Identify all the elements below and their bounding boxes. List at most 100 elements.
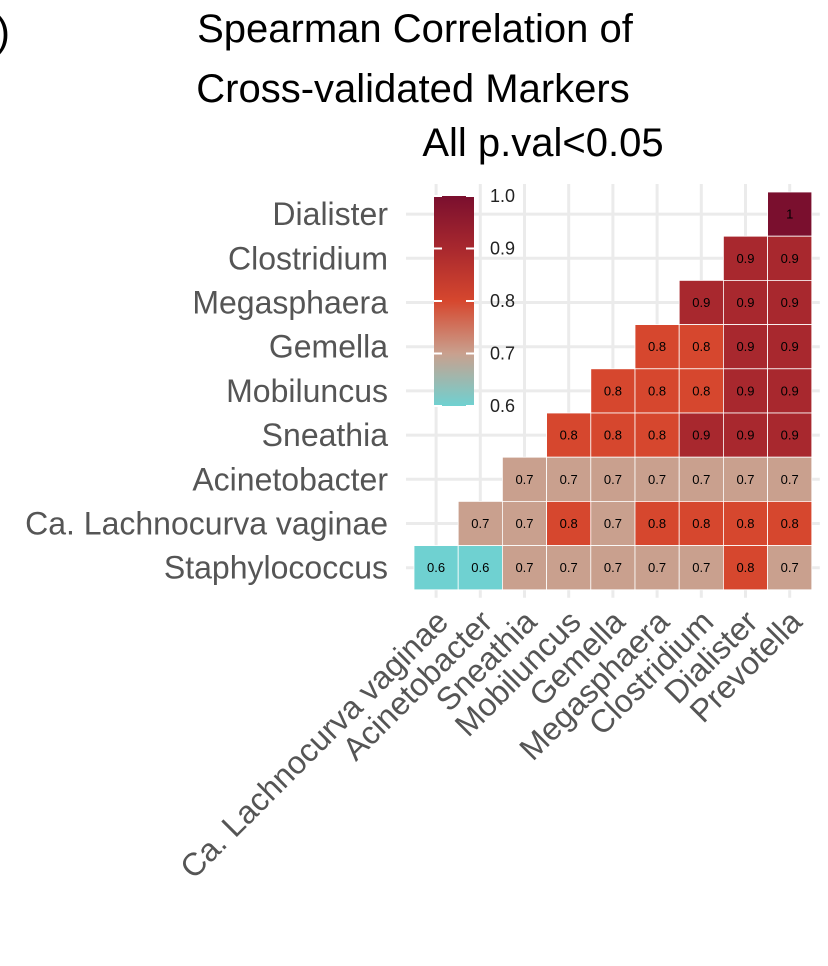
cell-value-label: 0.7 — [515, 516, 533, 531]
y-axis-labels: Dialister Clostridium Megasphaera Gemella Mo… — [25, 196, 388, 586]
heatmap-cell — [723, 412, 769, 458]
cell-value-label: 0.9 — [781, 339, 799, 354]
heatmap-cells: 1 0.9 0.9 0.9 0.9 0.9 0.8 0.8 0.9 0.9 0.8 0.8 0.8 0.9… — [413, 191, 813, 591]
heatmap-cell — [546, 500, 592, 546]
cell-value-label: 0.7 — [781, 472, 799, 487]
cell-value-label: 0.8 — [736, 516, 754, 531]
y-axis-label: Dialister — [272, 196, 388, 232]
heatmap-cell — [678, 412, 724, 458]
y-axis-label: Staphylococcus — [164, 550, 388, 586]
heatmap-cell — [590, 500, 636, 546]
cell-value-label: 0.7 — [471, 516, 489, 531]
legend-tick-label: 0.6 — [490, 396, 515, 416]
cell-value-label: 0.7 — [604, 472, 622, 487]
cell-value-label: 0.9 — [692, 295, 710, 310]
cell-value-label: 1 — [786, 207, 793, 222]
cell-value-label: 0.7 — [604, 516, 622, 531]
chart-title-line-2: Cross-validated Markers — [196, 67, 629, 111]
cell-value-label: 0.8 — [604, 383, 622, 398]
cell-value-label: 0.8 — [604, 428, 622, 443]
heatmap-cell — [634, 456, 680, 502]
chart-title-line-1: Spearman Correlation of — [197, 7, 634, 51]
cell-value-label: 0.9 — [781, 383, 799, 398]
heatmap-cell — [767, 500, 813, 546]
cell-value-label: 0.7 — [648, 472, 666, 487]
legend-tick-label: 1.0 — [490, 186, 515, 206]
cell-value-label: 0.8 — [692, 339, 710, 354]
cell-value-label: 0.8 — [560, 428, 578, 443]
heatmap-cell — [678, 368, 724, 414]
cell-value-label: 0.9 — [736, 428, 754, 443]
heatmap-cell — [501, 545, 547, 591]
heatmap-cell — [413, 545, 459, 591]
cell-value-label: 0.7 — [604, 560, 622, 575]
heatmap-cell — [546, 545, 592, 591]
cell-value-label: 0.8 — [648, 383, 666, 398]
heatmap-cell — [546, 456, 592, 502]
cell-value-label: 0.9 — [781, 251, 799, 266]
heatmap-cell — [767, 368, 813, 414]
cell-value-label: 0.7 — [648, 560, 666, 575]
cell-value-label: 0.7 — [560, 560, 578, 575]
cell-value-label: 0.9 — [736, 383, 754, 398]
cell-value-label: 0.9 — [692, 428, 710, 443]
legend-tick-label: 0.7 — [490, 344, 515, 364]
color-legend: 1.0 0.9 0.8 0.7 0.6 — [434, 186, 515, 416]
chart-subtitle: All p.val<0.05 — [422, 121, 663, 165]
cell-value-label: 0.8 — [648, 516, 666, 531]
cell-value-label: 0.9 — [736, 339, 754, 354]
heatmap-cell — [590, 368, 636, 414]
x-axis-label: Ca. Lachnocurva vaginae — [173, 603, 455, 885]
cell-value-label: 0.7 — [781, 560, 799, 575]
heatmap-cell — [723, 545, 769, 591]
heatmap-cell — [723, 235, 769, 281]
heatmap-cell — [634, 545, 680, 591]
heatmap-cell — [501, 500, 547, 546]
cell-value-label: 0.6 — [471, 560, 489, 575]
heatmap-cell — [767, 191, 813, 237]
cell-value-label: 0.7 — [736, 472, 754, 487]
y-axis-label: Clostridium — [228, 240, 388, 276]
heatmap-cell — [678, 324, 724, 370]
heatmap-cell — [767, 235, 813, 281]
heatmap-cell — [590, 545, 636, 591]
cell-value-label: 0.8 — [692, 383, 710, 398]
heatmap-cell — [767, 324, 813, 370]
heatmap-cell — [634, 368, 680, 414]
heatmap-cell — [767, 456, 813, 502]
cell-value-label: 0.8 — [648, 339, 666, 354]
cell-value-label: 0.8 — [648, 428, 666, 443]
heatmap-cell — [723, 500, 769, 546]
y-axis-label: Acinetobacter — [192, 461, 388, 497]
heatmap-cell — [590, 412, 636, 458]
heatmap-cell — [634, 412, 680, 458]
cell-value-label: 0.7 — [515, 560, 533, 575]
cell-value-label: 0.9 — [736, 251, 754, 266]
legend-tick-label: 0.8 — [490, 291, 515, 311]
cell-value-label: 0.7 — [515, 472, 533, 487]
y-axis-label: Megasphaera — [192, 285, 388, 321]
cell-value-label: 0.7 — [692, 472, 710, 487]
cell-value-label: 0.7 — [560, 472, 578, 487]
y-axis-label: Gemella — [269, 329, 388, 365]
heatmap-cell — [634, 500, 680, 546]
panel-label: ) — [0, 8, 10, 55]
cell-value-label: 0.7 — [692, 560, 710, 575]
heatmap-cell — [767, 545, 813, 591]
heatmap-cell — [457, 500, 503, 546]
cell-value-label: 0.6 — [427, 560, 445, 575]
heatmap-cell — [678, 500, 724, 546]
cell-value-label: 0.9 — [736, 295, 754, 310]
cell-value-label: 0.8 — [736, 560, 754, 575]
cell-value-label: 0.9 — [781, 428, 799, 443]
heatmap-cell — [767, 279, 813, 325]
x-axis-labels: Ca. Lachnocurva vaginaeAcinetobacterSnea… — [173, 603, 809, 885]
cell-value-label: 0.8 — [781, 516, 799, 531]
cell-value-label: 0.9 — [781, 295, 799, 310]
y-axis-label: Ca. Lachnocurva vaginae — [25, 506, 388, 542]
cell-value-label: 0.8 — [692, 516, 710, 531]
legend-tick-label: 0.9 — [490, 239, 515, 259]
heatmap-cell — [723, 456, 769, 502]
cell-value-label: 0.8 — [560, 516, 578, 531]
